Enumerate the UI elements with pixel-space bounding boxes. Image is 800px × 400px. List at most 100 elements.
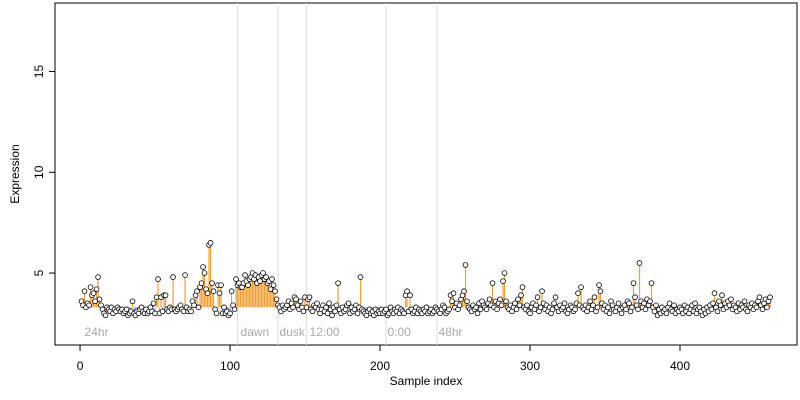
point [630,280,637,286]
point [228,288,235,294]
point [194,288,200,294]
point [462,262,469,268]
point [227,310,233,317]
point [635,306,641,313]
point [719,292,725,299]
point [446,306,452,313]
y-axis-label: Expression [8,144,22,203]
point [744,308,751,315]
point [590,302,596,309]
point [539,288,545,294]
point [648,280,655,286]
point [494,306,500,313]
point [441,304,448,311]
point [267,286,274,292]
point [767,294,773,301]
point [297,298,304,305]
point [587,298,593,305]
point [221,304,227,311]
point [464,298,470,305]
point [533,302,539,309]
point [651,308,658,315]
point [629,304,635,311]
y-tick-label: 10 [32,165,46,179]
point [95,274,101,280]
point [210,288,217,294]
point [534,294,541,301]
point [483,306,490,313]
point [216,290,223,297]
point [332,308,338,315]
point [578,284,584,290]
point [516,302,523,309]
point [632,294,638,301]
point [623,306,629,313]
point [329,312,335,319]
point [474,310,481,317]
point [503,298,509,305]
point [753,304,760,311]
point [242,272,248,278]
point [162,292,169,299]
point [201,270,208,276]
point [671,302,677,309]
point [231,306,238,313]
point [182,272,188,278]
annotation: 48hr [439,325,463,339]
point [486,296,493,303]
annotation: 24hr [85,325,109,339]
point [152,310,158,317]
point [641,300,647,307]
point [87,284,94,290]
point [93,286,100,292]
point [204,290,211,297]
point [96,296,103,303]
point [423,304,430,311]
point [188,308,194,315]
point [306,294,313,301]
point [200,264,206,270]
point [711,290,718,297]
x-axis-label: Sample index [390,374,463,388]
point [207,240,214,246]
point [323,304,329,311]
point [549,306,556,313]
point [314,300,320,307]
point [270,282,277,288]
point [500,278,506,284]
plot-frame [54,2,798,346]
point [756,294,763,301]
x-tick-label: 300 [520,359,540,373]
point [263,274,269,280]
point [615,300,622,307]
point [489,280,496,286]
point [449,298,455,305]
point [209,280,215,286]
point [324,310,331,317]
point [527,310,533,317]
point [309,308,316,315]
y-tick-label: 5 [32,269,46,276]
point [273,296,280,303]
point [123,306,130,313]
point [594,304,601,311]
point [407,292,413,299]
point [450,290,457,297]
point [335,280,341,286]
point [596,282,602,288]
point [90,290,97,297]
point [150,300,157,307]
point [233,276,239,282]
point [213,310,220,317]
point [170,274,176,280]
point [597,288,604,294]
y-tick-label: 15 [32,65,46,79]
point [257,278,263,284]
point [401,310,407,317]
annotation: 0:00 [388,325,412,339]
point [710,300,716,307]
point [606,310,613,317]
point [537,304,544,311]
point [357,274,364,280]
